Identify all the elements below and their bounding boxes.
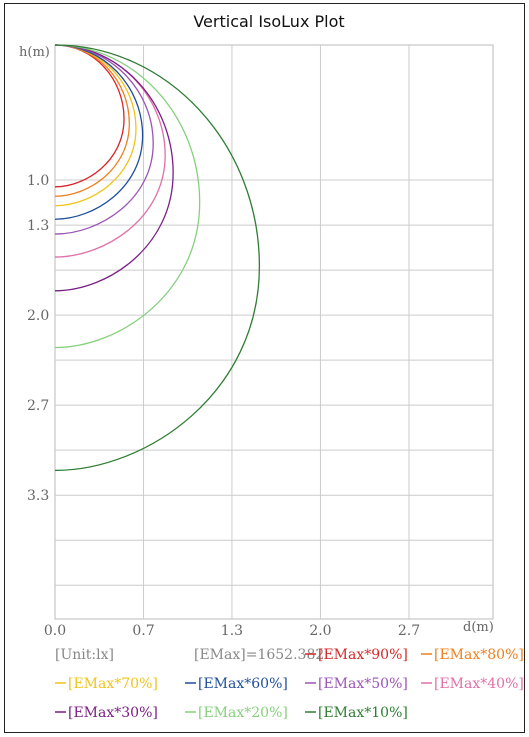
isolux-curve [54, 44, 125, 188]
grid [54, 44, 494, 620]
legend-entry: [EMax*90%] [318, 647, 408, 663]
y-axis-label: h(m) [19, 45, 50, 60]
legend-entry: [EMax*80%] [434, 647, 524, 663]
legend-entry: [EMax*10%] [318, 705, 408, 721]
isolux-curve [54, 44, 261, 472]
x-tick-label: 2.0 [309, 623, 331, 639]
chart-title: Vertical IsoLux Plot [193, 12, 344, 31]
legend-entry: [EMax*70%] [68, 676, 158, 692]
emax-label: [EMax]=1652.382 [194, 647, 324, 663]
legend-entry: [EMax*30%] [68, 705, 158, 721]
isolux-curve [54, 44, 154, 235]
axis-ticks: 0.0 0.7 1.3 2.0 2.7 1.0 1.3 2.0 2.7 3.3 [27, 173, 420, 639]
isolux-curve [54, 44, 174, 292]
y-tick-label: 1.0 [27, 173, 49, 189]
isolux-curves [54, 44, 261, 472]
legend-entry: [EMax*40%] [434, 676, 524, 692]
x-tick-label: 0.7 [132, 623, 154, 639]
y-tick-label: 2.0 [27, 308, 49, 324]
legend-entry: [EMax*60%] [198, 676, 288, 692]
isolux-chart: Vertical IsoLux Plot 0.0 0.7 1.3 2.0 2.7 1.0 1… [19, 12, 524, 721]
y-tick-label: 1.3 [27, 218, 49, 234]
chart-frame: Vertical IsoLux Plot 0.0 0.7 1.3 2.0 2.7 1.0 1… [4, 3, 525, 733]
isolux-curve [54, 44, 144, 220]
legend: [Unit:lx] [EMax]=1652.382 [EMax*90%] [EMa… [55, 647, 524, 721]
x-tick-label: 0.0 [44, 623, 66, 639]
legend-entry: [EMax*50%] [318, 676, 408, 692]
y-tick-label: 3.3 [27, 488, 49, 504]
isolux-curve [54, 44, 137, 207]
plot-area-border [54, 44, 494, 620]
x-axis-label: d(m) [463, 620, 494, 635]
x-tick-label: 2.7 [398, 623, 420, 639]
unit-label: [Unit:lx] [55, 647, 114, 663]
legend-entry: [EMax*20%] [198, 705, 288, 721]
isolux-curve [54, 44, 130, 197]
y-tick-label: 2.7 [27, 398, 49, 414]
isolux-curve [54, 44, 201, 349]
x-tick-label: 1.3 [221, 623, 243, 639]
